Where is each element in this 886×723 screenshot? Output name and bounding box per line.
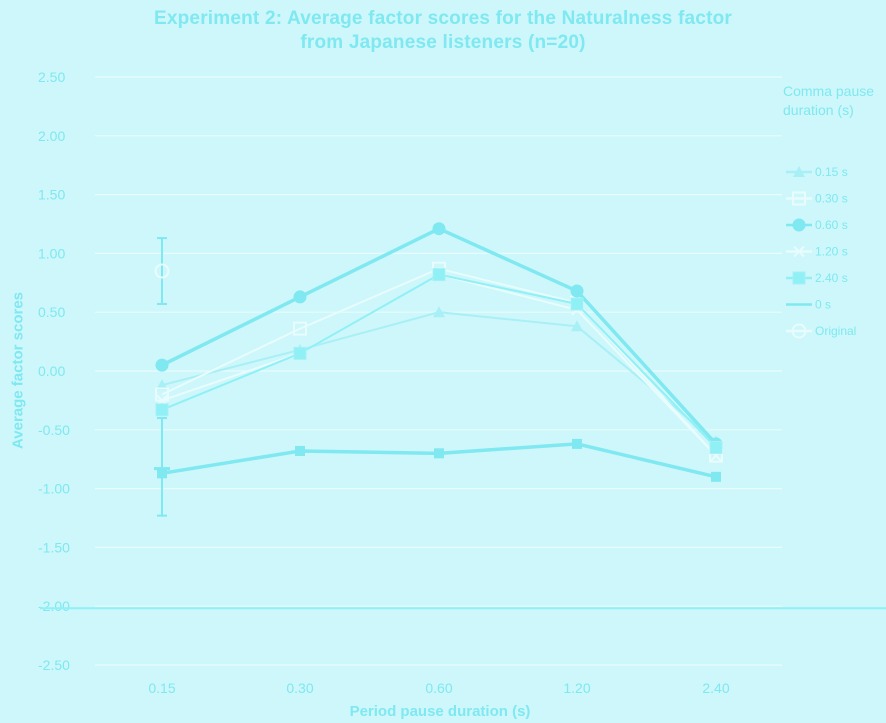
legend-marker: [792, 218, 806, 232]
data-point: [570, 297, 584, 311]
data-point: [156, 379, 168, 391]
y-tick-label: 2.50: [38, 69, 65, 85]
original-point: [154, 263, 170, 279]
legend-title-line-2: duration (s): [783, 102, 854, 118]
y-tick-label: 2.00: [38, 128, 65, 144]
data-point: [434, 448, 444, 459]
y-tick-label: -0.50: [38, 422, 70, 438]
legend-label: 2.40 s: [815, 271, 848, 285]
legend-title: Comma pause duration (s): [783, 82, 886, 120]
data-point: [293, 321, 307, 336]
x-tick-label: 1.20: [563, 680, 590, 696]
y-tick-label: -2.00: [38, 598, 70, 614]
legend-marker: [792, 271, 806, 285]
data-point: [432, 222, 446, 236]
x-tick-label: 0.60: [425, 680, 452, 696]
legend-title-line-1: Comma pause: [783, 83, 875, 99]
x-tick-label: 2.40: [702, 680, 729, 696]
y-tick-label: 1.50: [38, 187, 65, 203]
y-tick-label: -1.50: [38, 539, 70, 555]
x-tick-label: 0.15: [148, 680, 175, 696]
legend-label: Original: [815, 324, 856, 338]
legend-label: 0.15 s: [815, 165, 848, 179]
data-point: [432, 268, 446, 282]
legend-marker: [793, 166, 805, 177]
y-tick-label: -1.00: [38, 481, 70, 497]
y-axis-label: Average factor scores: [9, 291, 27, 450]
data-point: [572, 438, 582, 449]
legend-marker: [793, 245, 805, 258]
y-tick-label: 1.00: [38, 245, 65, 261]
legend-label: 0 s: [815, 298, 831, 312]
series-line: [161, 273, 717, 449]
legend-label: 0.30 s: [815, 192, 848, 206]
data-point: [293, 346, 307, 360]
y-tick-label: -2.50: [38, 657, 70, 673]
legend-label: 1.20 s: [815, 245, 848, 259]
legend-label: 0.60 s: [815, 218, 848, 232]
series-line: [161, 226, 718, 446]
data-point: [709, 440, 723, 454]
data-point: [711, 471, 721, 482]
data-point: [433, 306, 445, 318]
data-point: [293, 290, 307, 304]
chart-title-line-1: Experiment 2: Average factor scores for …: [153, 8, 733, 29]
y-tick-label: 0.00: [38, 363, 65, 379]
data-point: [571, 320, 583, 332]
data-point: [295, 445, 305, 456]
data-point: [570, 284, 584, 298]
y-tick-label: 0.50: [38, 304, 65, 320]
legend-marker: [792, 191, 806, 206]
chart-title-line-2: from Japanese listeners (n=20): [300, 32, 586, 53]
legend-marker: [791, 323, 807, 339]
data-point: [155, 403, 169, 417]
x-tick-label: 0.30: [286, 680, 313, 696]
data-point: [155, 358, 169, 372]
x-axis-label: Period pause duration (s): [349, 703, 531, 720]
